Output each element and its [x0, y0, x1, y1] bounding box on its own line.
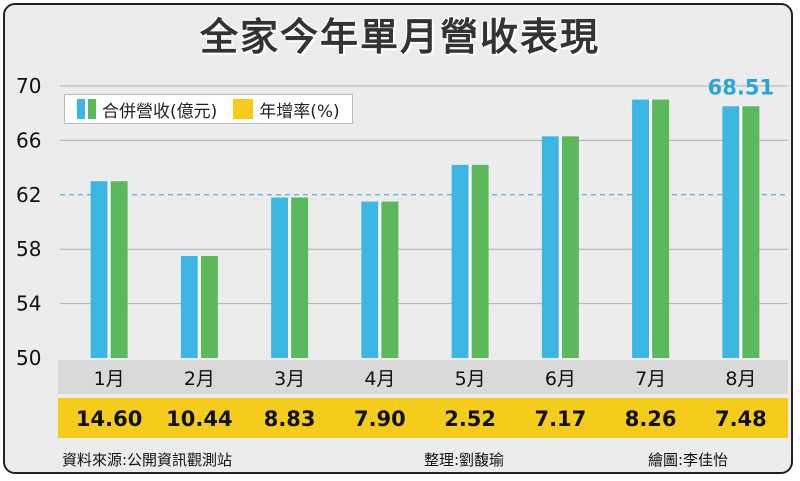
bar-divider [288, 197, 292, 358]
growth-label: 8.26 [625, 407, 677, 431]
x-tick-label: 6月 [545, 368, 576, 390]
y-tick-label: 66 [16, 128, 41, 152]
x-tick-label: 2月 [184, 368, 215, 390]
legend-swatch-revenue [77, 99, 96, 119]
y-tick-label: 70 [16, 74, 41, 98]
legend-item-revenue: 合併營收(億元) [77, 97, 217, 122]
month-band [58, 360, 788, 394]
footer-source: 資料來源:公開資訊觀測站 [62, 451, 233, 469]
legend-swatch-growth [233, 99, 254, 119]
bar-divider [197, 256, 201, 358]
legend-item-growth: 年增率(%) [233, 97, 340, 122]
growth-label: 10.44 [166, 407, 232, 431]
y-tick-label: 62 [16, 183, 41, 207]
bar-divider [739, 106, 743, 358]
y-tick-label: 50 [16, 346, 41, 370]
bar-revenue-blue [541, 136, 559, 358]
bar-divider [378, 201, 382, 358]
bar-divider [468, 164, 472, 358]
bar-revenue-green [200, 256, 218, 358]
chart-title: 全家今年單月營收表現 [199, 15, 600, 59]
x-tick-label: 4月 [364, 368, 395, 390]
bar-divider [649, 99, 653, 358]
growth-label: 8.83 [264, 407, 316, 431]
growth-label: 14.60 [76, 407, 142, 431]
x-tick-label: 5月 [455, 368, 486, 390]
bar-revenue-blue [632, 99, 650, 358]
bar-revenue-blue [180, 256, 198, 358]
x-tick-label: 1月 [94, 368, 125, 390]
growth-label: 2.52 [444, 407, 496, 431]
growth-label: 7.48 [715, 407, 767, 431]
bar-divider [558, 136, 562, 358]
footer-illustrator: 繪圖:李佳怡 [648, 451, 729, 469]
bar-revenue-green [652, 99, 670, 358]
bar-revenue-green [381, 201, 399, 358]
bar-revenue-blue [722, 106, 740, 358]
legend-label-revenue: 合併營收(億元) [102, 101, 218, 122]
bar-revenue-green [291, 197, 309, 358]
x-tick-label: 7月 [635, 368, 666, 390]
legend-label-growth: 年增率(%) [259, 101, 340, 122]
bar-revenue-blue [451, 164, 469, 358]
growth-label: 7.90 [354, 407, 406, 431]
y-tick-label: 58 [16, 237, 41, 261]
x-tick-label: 8月 [725, 368, 756, 390]
data-label-highlight: 68.51 [708, 75, 774, 99]
bar-revenue-green [742, 106, 760, 358]
bar-revenue-green [471, 164, 489, 358]
y-tick-label: 54 [16, 292, 41, 316]
bar-revenue-blue [90, 181, 108, 358]
growth-label: 7.17 [534, 407, 586, 431]
legend: 合併營收(億元) 年增率(%) [64, 94, 353, 124]
bar-revenue-blue [361, 201, 379, 358]
growth-band [58, 398, 788, 438]
bar-divider [107, 181, 111, 358]
bar-revenue-green [110, 181, 128, 358]
bar-revenue-green [561, 136, 579, 358]
footer: 資料來源:公開資訊觀測站 整理:劉馥瑜 繪圖:李佳怡 [0, 445, 800, 471]
x-tick-label: 3月 [274, 368, 305, 390]
footer-editor: 整理:劉馥瑜 [424, 451, 505, 469]
bar-revenue-blue [271, 197, 289, 358]
